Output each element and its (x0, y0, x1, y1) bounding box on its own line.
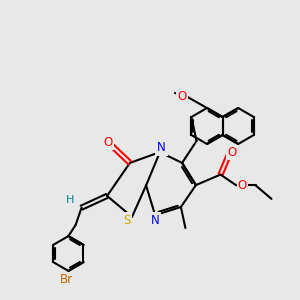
Text: H: H (66, 195, 75, 206)
Text: N: N (151, 214, 160, 227)
Text: N: N (157, 141, 166, 154)
Text: N: N (157, 141, 166, 154)
Text: O: O (177, 89, 186, 103)
Text: O: O (103, 136, 112, 149)
Text: O: O (238, 179, 247, 192)
Text: S: S (123, 214, 130, 227)
Text: Br: Br (60, 273, 74, 286)
Text: S: S (123, 214, 130, 227)
Text: N: N (151, 214, 160, 227)
Text: O: O (227, 146, 236, 159)
